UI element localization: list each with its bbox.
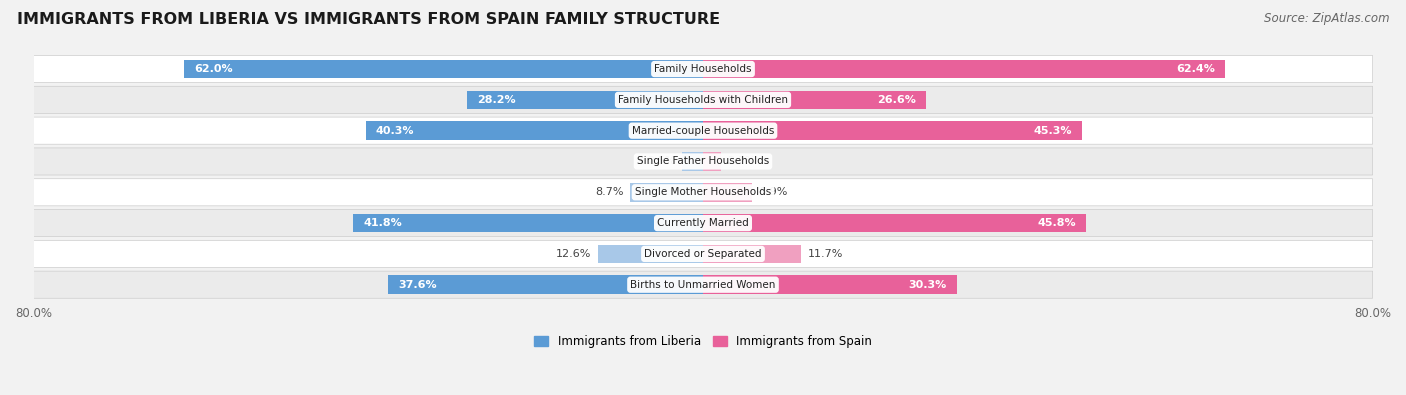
Bar bbox=[703, 121, 1083, 140]
Bar bbox=[703, 183, 752, 201]
Text: Family Households with Children: Family Households with Children bbox=[619, 95, 787, 105]
Text: 45.3%: 45.3% bbox=[1033, 126, 1071, 135]
Text: 26.6%: 26.6% bbox=[877, 95, 915, 105]
Bar bbox=[703, 90, 925, 109]
FancyBboxPatch shape bbox=[34, 271, 1372, 298]
Text: 12.6%: 12.6% bbox=[555, 249, 591, 259]
Text: 2.5%: 2.5% bbox=[647, 156, 675, 166]
Bar bbox=[353, 214, 703, 232]
Text: 8.7%: 8.7% bbox=[595, 187, 623, 197]
Bar bbox=[703, 245, 801, 263]
Bar bbox=[467, 90, 703, 109]
Text: Source: ZipAtlas.com: Source: ZipAtlas.com bbox=[1264, 12, 1389, 25]
Bar bbox=[682, 152, 703, 171]
FancyBboxPatch shape bbox=[34, 240, 1372, 267]
Text: Single Father Households: Single Father Households bbox=[637, 156, 769, 166]
Text: 62.0%: 62.0% bbox=[194, 64, 233, 74]
Bar bbox=[630, 183, 703, 201]
Text: 37.6%: 37.6% bbox=[398, 280, 437, 290]
Text: 45.8%: 45.8% bbox=[1038, 218, 1076, 228]
Text: Divorced or Separated: Divorced or Separated bbox=[644, 249, 762, 259]
Text: Currently Married: Currently Married bbox=[657, 218, 749, 228]
Bar bbox=[703, 214, 1087, 232]
FancyBboxPatch shape bbox=[34, 117, 1372, 144]
Text: Single Mother Households: Single Mother Households bbox=[636, 187, 770, 197]
FancyBboxPatch shape bbox=[34, 179, 1372, 206]
Text: 30.3%: 30.3% bbox=[908, 280, 946, 290]
Text: 41.8%: 41.8% bbox=[363, 218, 402, 228]
FancyBboxPatch shape bbox=[34, 209, 1372, 237]
Bar bbox=[703, 152, 720, 171]
Bar bbox=[184, 60, 703, 78]
Legend: Immigrants from Liberia, Immigrants from Spain: Immigrants from Liberia, Immigrants from… bbox=[529, 331, 877, 353]
Text: Married-couple Households: Married-couple Households bbox=[631, 126, 775, 135]
Text: Births to Unmarried Women: Births to Unmarried Women bbox=[630, 280, 776, 290]
FancyBboxPatch shape bbox=[34, 55, 1372, 83]
Text: 40.3%: 40.3% bbox=[375, 126, 415, 135]
Bar bbox=[703, 60, 1225, 78]
Text: 28.2%: 28.2% bbox=[477, 95, 516, 105]
Bar bbox=[598, 245, 703, 263]
Text: 62.4%: 62.4% bbox=[1177, 64, 1215, 74]
FancyBboxPatch shape bbox=[34, 148, 1372, 175]
Bar bbox=[388, 275, 703, 294]
FancyBboxPatch shape bbox=[34, 86, 1372, 113]
Bar bbox=[366, 121, 703, 140]
Bar bbox=[703, 275, 956, 294]
Text: 5.9%: 5.9% bbox=[759, 187, 787, 197]
Text: 11.7%: 11.7% bbox=[807, 249, 844, 259]
Text: IMMIGRANTS FROM LIBERIA VS IMMIGRANTS FROM SPAIN FAMILY STRUCTURE: IMMIGRANTS FROM LIBERIA VS IMMIGRANTS FR… bbox=[17, 12, 720, 27]
Text: Family Households: Family Households bbox=[654, 64, 752, 74]
Text: 2.1%: 2.1% bbox=[727, 156, 755, 166]
